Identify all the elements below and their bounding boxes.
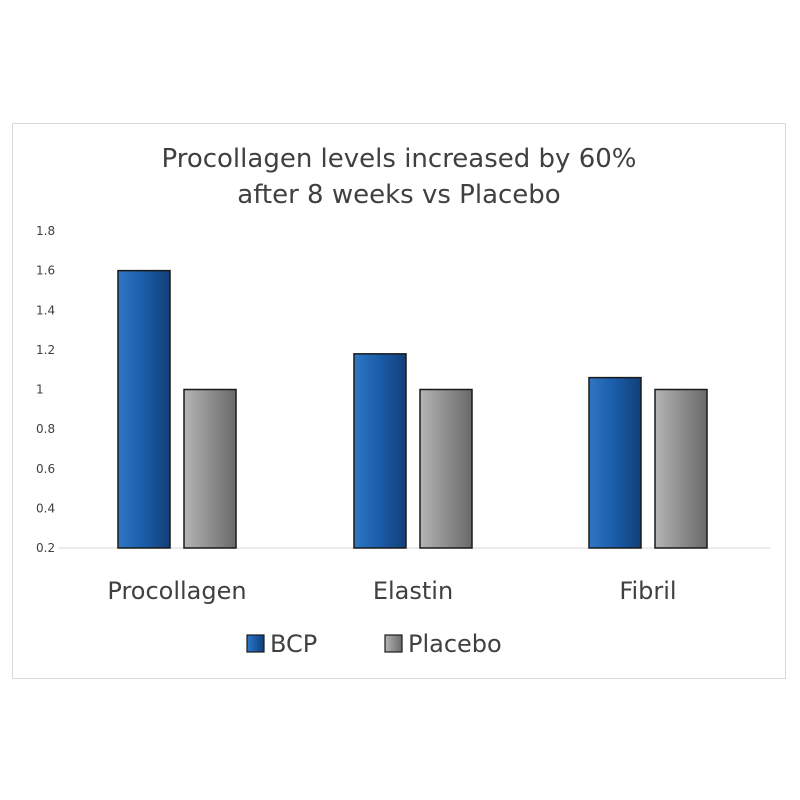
bars — [117, 269, 708, 549]
chart-title-line-2: after 8 weeks vs Placebo — [237, 180, 560, 210]
bar-placebo-fibril — [654, 388, 708, 549]
chart-title-line-1: Procollagen levels increased by 60% — [161, 144, 636, 174]
category-label: Procollagen — [107, 577, 246, 605]
category-labels: Procollagen Elastin Fibril — [107, 577, 676, 605]
bar-bcp-fibril — [588, 376, 642, 549]
y-tick-label: 0.4 — [36, 501, 55, 515]
bar-bcp-elastin — [353, 353, 407, 549]
bar-placebo-procollagen — [183, 388, 237, 549]
y-tick-label: 1 — [36, 383, 44, 397]
legend: BCP Placebo — [246, 630, 502, 658]
legend-swatch-placebo — [384, 634, 403, 653]
y-tick-label: 1.8 — [36, 224, 55, 238]
bar-bcp-procollagen — [117, 269, 171, 549]
category-label: Fibril — [619, 577, 676, 605]
legend-swatch-bcp — [246, 634, 265, 653]
legend-label-placebo: Placebo — [408, 630, 502, 658]
y-axis-ticks: 0.2 0.4 0.6 0.8 1 1.2 1.4 1.6 1.8 — [36, 224, 55, 555]
y-tick-label: 1.6 — [36, 264, 55, 278]
legend-label-bcp: BCP — [270, 630, 317, 658]
y-tick-label: 0.6 — [36, 462, 55, 476]
y-tick-label: 1.4 — [36, 303, 55, 317]
y-tick-label: 0.8 — [36, 422, 55, 436]
y-tick-label: 1.2 — [36, 343, 55, 357]
category-label: Elastin — [373, 577, 453, 605]
y-tick-label: 0.2 — [36, 541, 55, 555]
bar-placebo-elastin — [419, 388, 473, 549]
